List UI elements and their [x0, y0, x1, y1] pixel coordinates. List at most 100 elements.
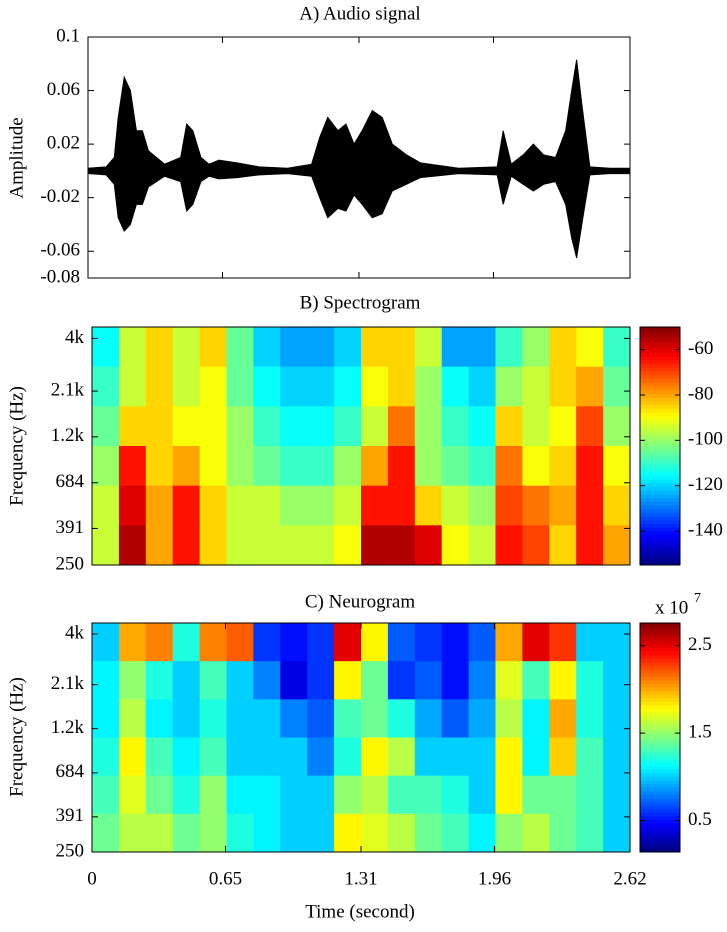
heatmap-cell: [414, 366, 443, 407]
y-tick-label: 0.06: [47, 79, 80, 100]
heatmap-cell: [199, 485, 227, 526]
colorbar-step: [640, 694, 680, 699]
heatmap-cell: [334, 366, 362, 407]
heatmap-cell: [199, 327, 227, 368]
heatmap-cell: [414, 813, 443, 853]
heatmap-cell: [307, 446, 335, 487]
heatmap-cell: [307, 485, 335, 526]
colorbar-step: [640, 826, 680, 832]
heatmap-cell: [253, 327, 281, 368]
heatmap-cell: [414, 525, 443, 566]
y-tick-label: 1.2k: [51, 425, 85, 446]
heatmap-cell: [522, 737, 550, 777]
y-tick-label: 684: [56, 471, 85, 492]
colorbar-step: [640, 648, 680, 653]
heatmap-cell: [145, 737, 174, 777]
heatmap-cell: [468, 623, 496, 662]
colorbar-step: [640, 542, 680, 547]
waveform-envelope: [87, 170, 631, 259]
heatmap-cell: [199, 406, 227, 447]
heatmap-cell: [414, 699, 443, 738]
heatmap-cell: [118, 737, 147, 777]
heatmap-cell: [361, 775, 389, 815]
colorbar-step: [640, 794, 680, 799]
heatmap-cell: [361, 406, 389, 447]
colorbar-step: [640, 805, 680, 810]
heatmap-cell: [468, 327, 496, 368]
colorbar-step: [640, 669, 680, 674]
colorbar-step: [640, 787, 680, 792]
colorbar-step: [640, 546, 680, 551]
heatmap-cell: [414, 485, 443, 526]
heatmap-cell: [280, 737, 308, 777]
colorbar-step: [640, 712, 680, 717]
colorbar-step: [640, 644, 680, 649]
heatmap-cell: [549, 525, 577, 566]
colorbar-step: [640, 498, 680, 503]
colorbar-step: [640, 531, 680, 536]
heatmap-cell: [549, 366, 577, 407]
y-tick-label: 684: [56, 761, 85, 782]
heatmap-cell: [118, 406, 147, 447]
colorbar-step: [640, 801, 680, 806]
heatmap-cell: [199, 525, 227, 566]
heatmap-cell: [495, 485, 523, 526]
heatmap-cell: [199, 446, 227, 487]
heatmap-cell: [145, 699, 174, 738]
heatmap-cell: [172, 525, 201, 566]
heatmap-cell: [145, 623, 174, 662]
heatmap-cell: [280, 813, 308, 853]
heatmap-cell: [603, 525, 631, 566]
heatmap-cell: [441, 366, 470, 407]
colorbar-step: [640, 837, 680, 842]
heatmap-cell: [118, 366, 147, 407]
colorbar-step: [640, 427, 680, 432]
heatmap-cell: [387, 737, 416, 777]
heatmap-cell: [172, 737, 201, 777]
heatmap-cell: [441, 623, 470, 662]
heatmap-cell: [145, 366, 174, 407]
colorbar-step: [640, 812, 680, 817]
heatmap-cell: [414, 661, 443, 700]
heatmap-cell: [603, 661, 631, 700]
heatmap-cell: [361, 366, 389, 407]
heatmap-cell: [334, 446, 362, 487]
heatmap-cell: [118, 661, 147, 700]
colorbar-step: [640, 472, 680, 477]
colorbar-step: [640, 626, 680, 631]
colorbar-step: [640, 434, 680, 440]
colorbar-step: [640, 623, 680, 628]
heatmap-cell: [334, 699, 362, 738]
colorbar-step: [640, 475, 680, 480]
colorbar-step: [640, 494, 680, 499]
heatmap-cell: [92, 775, 120, 815]
colorbar-frame: [639, 622, 681, 853]
heatmap-cell: [441, 327, 470, 368]
heatmap-cell: [92, 699, 120, 738]
heatmap-cell: [307, 737, 335, 777]
heatmap-cell: [145, 775, 174, 815]
colorbar-step: [640, 651, 680, 656]
heatmap-cell: [603, 623, 631, 662]
heatmap-cell: [495, 661, 523, 700]
y-tick-label: 4k: [65, 327, 85, 348]
heatmap-cell: [522, 525, 550, 566]
colorbar-step: [640, 353, 680, 358]
colorbar-step: [640, 637, 680, 642]
colorbar-step: [640, 535, 680, 540]
heatmap-cell: [576, 485, 604, 526]
heatmap-cell: [334, 623, 362, 662]
heatmap-cell: [441, 699, 470, 738]
colorbar-step: [640, 744, 680, 749]
heatmap-cell: [172, 813, 201, 853]
heatmap-cell: [334, 485, 362, 526]
heatmap-cell: [603, 406, 631, 447]
heatmap-cell: [361, 737, 389, 777]
colorbar-step: [640, 379, 680, 384]
heatmap-cell: [226, 661, 254, 700]
colorbar-step: [640, 676, 680, 681]
heatmap-cell: [549, 737, 577, 777]
heatmap-cell: [118, 775, 147, 815]
heatmap-cell: [199, 737, 227, 777]
y-tick-label: -0.06: [40, 240, 80, 261]
